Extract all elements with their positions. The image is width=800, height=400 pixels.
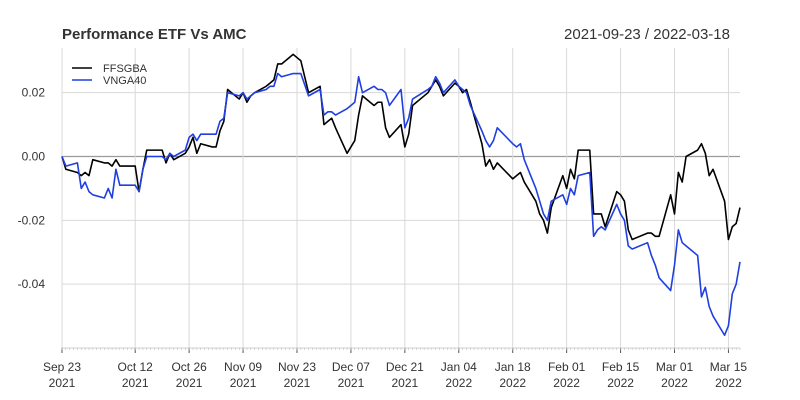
x-tick-label: Dec 07 (332, 360, 370, 374)
x-tick-label: Oct 12 (118, 360, 154, 374)
x-tick-label: Feb 01 (548, 360, 586, 374)
x-tick-label: Feb 15 (602, 360, 640, 374)
y-tick-label: -0.04 (18, 277, 46, 291)
x-tick-year: 2021 (176, 376, 203, 390)
x-tick-label: Dec 21 (386, 360, 424, 374)
y-tick-label: 0.00 (22, 150, 46, 164)
legend-label-ffsgba: FFSGBA (103, 63, 148, 75)
x-tick-label: Nov 09 (224, 360, 262, 374)
x-tick-year: 2021 (122, 376, 149, 390)
x-tick-label: Nov 23 (278, 360, 316, 374)
x-tick-label: Mar 01 (656, 360, 694, 374)
x-tick-year: 2021 (338, 376, 365, 390)
date-range-label: 2021-09-23 / 2022-03-18 (564, 26, 730, 43)
chart-title: Performance ETF Vs AMC (62, 26, 247, 43)
x-tick-year: 2021 (392, 376, 419, 390)
x-tick-year: 2021 (230, 376, 257, 390)
legend-label-vnga40: VNGA40 (103, 75, 146, 87)
x-tick-year: 2022 (445, 376, 472, 390)
x-tick-label: Oct 26 (171, 360, 207, 374)
x-tick-year: 2022 (499, 376, 526, 390)
x-tick-year: 2021 (284, 376, 311, 390)
x-tick-label: Mar 15 (710, 360, 748, 374)
x-tick-year: 2022 (715, 376, 742, 390)
x-tick-year: 2021 (49, 376, 76, 390)
y-tick-label: 0.02 (22, 86, 46, 100)
series-lines (61, 53, 741, 337)
x-tick-label: Sep 23 (43, 360, 81, 374)
x-tick-label: Jan 04 (441, 360, 477, 374)
y-tick-label: -0.02 (18, 213, 46, 227)
y-axis: 0.02 0.00 -0.02 -0.04 (18, 86, 46, 291)
x-axis: Sep 23 2021 Oct 12 2021 Oct 26 2021 Nov 09 2021… (43, 347, 748, 390)
series-line-ffsgba (61, 53, 741, 241)
series-line-vnga40 (61, 72, 741, 337)
x-tick-year: 2022 (607, 376, 634, 390)
x-tick-year: 2022 (661, 376, 688, 390)
x-tick-year: 2022 (553, 376, 580, 390)
x-tick-label: Jan 18 (495, 360, 531, 374)
